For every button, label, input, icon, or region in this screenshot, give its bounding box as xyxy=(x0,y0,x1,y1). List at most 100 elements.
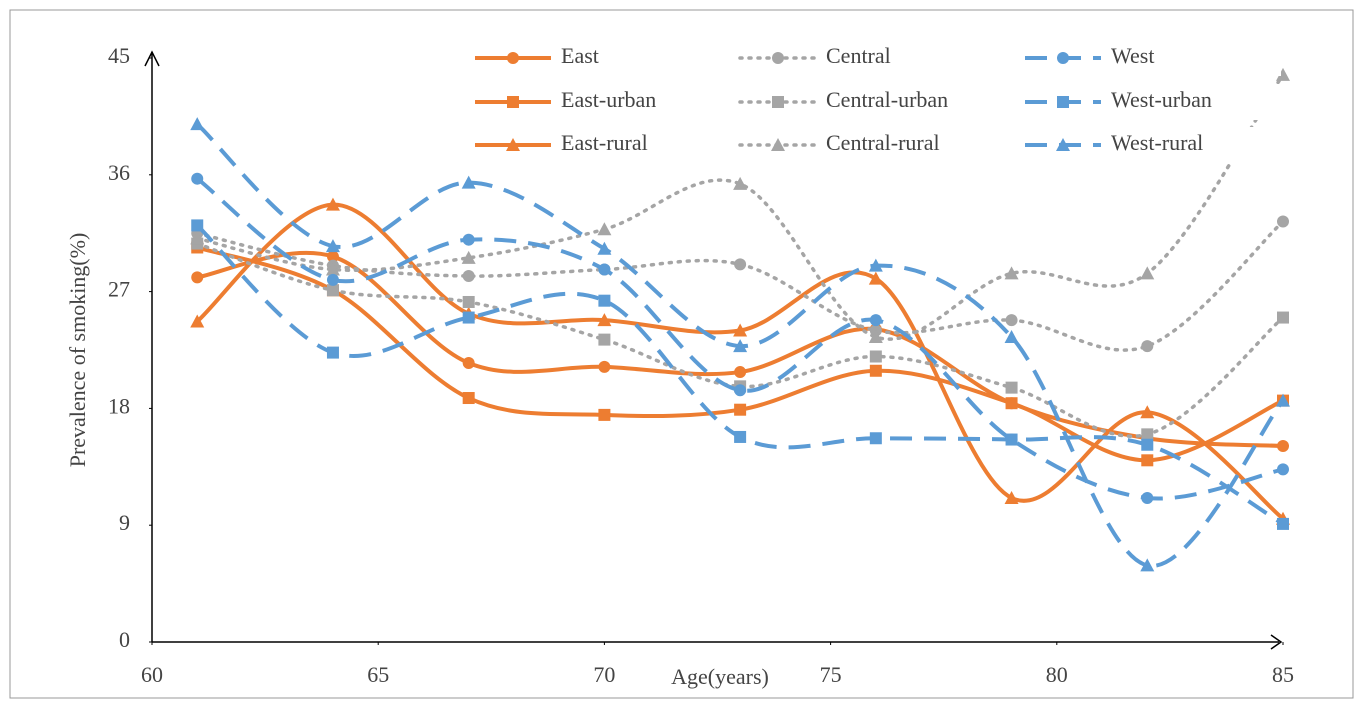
point xyxy=(190,231,205,245)
legend-marker xyxy=(772,52,784,64)
series-line xyxy=(195,73,1285,341)
point xyxy=(462,270,475,283)
point xyxy=(326,250,339,263)
point xyxy=(597,222,612,236)
legend-label: West xyxy=(1111,43,1154,68)
point xyxy=(869,350,882,363)
point xyxy=(191,172,204,185)
point xyxy=(190,314,205,328)
y-tick-label: 18 xyxy=(108,393,130,418)
point xyxy=(1276,393,1290,407)
legend-label: East-urban xyxy=(561,87,656,112)
point xyxy=(326,346,339,359)
legend-marker xyxy=(507,52,519,64)
legend-marker xyxy=(1057,96,1069,108)
point xyxy=(868,258,883,272)
point xyxy=(1004,266,1019,280)
point xyxy=(734,430,747,443)
x-tick-label: 65 xyxy=(367,662,389,687)
x-axis-title: Age(years) xyxy=(671,664,769,689)
legend-label: West-urban xyxy=(1111,87,1212,112)
point xyxy=(325,262,340,276)
point xyxy=(598,294,611,307)
point xyxy=(598,408,611,421)
x-tick-label: 85 xyxy=(1272,662,1294,687)
point xyxy=(190,117,205,131)
point xyxy=(1141,438,1154,451)
point xyxy=(1004,330,1019,344)
point xyxy=(1277,311,1289,324)
point xyxy=(1141,454,1154,467)
point xyxy=(868,330,883,344)
legend-label: Central xyxy=(826,43,891,68)
point xyxy=(597,241,612,255)
y-axis-title: Prevalence of smoking(%) xyxy=(65,233,90,468)
point xyxy=(1005,397,1018,410)
point xyxy=(734,384,747,397)
point xyxy=(598,333,611,346)
point xyxy=(1277,463,1289,476)
point xyxy=(326,284,339,297)
legend-label: West-rural xyxy=(1111,130,1203,155)
legend-marker xyxy=(772,96,784,108)
point xyxy=(597,313,612,327)
point xyxy=(734,366,747,379)
point xyxy=(868,271,883,285)
point xyxy=(1005,314,1018,327)
point xyxy=(869,314,882,327)
point xyxy=(869,432,882,445)
legend-label: East xyxy=(561,43,599,68)
point xyxy=(733,323,748,337)
point xyxy=(326,273,339,286)
point xyxy=(462,311,475,324)
y-tick-label: 36 xyxy=(108,160,130,185)
point xyxy=(1141,491,1154,504)
point xyxy=(598,263,611,276)
point xyxy=(1140,558,1155,572)
point xyxy=(734,403,747,416)
point xyxy=(733,176,748,190)
point xyxy=(1140,266,1155,280)
point xyxy=(325,239,340,253)
point xyxy=(1277,215,1289,228)
series-line xyxy=(196,177,1284,501)
point xyxy=(462,295,475,308)
series-line xyxy=(195,223,1285,526)
series-line xyxy=(195,241,1285,438)
legend-label: Central-rural xyxy=(826,130,940,155)
point xyxy=(1141,428,1154,441)
point xyxy=(1005,433,1018,446)
point xyxy=(462,392,475,405)
point xyxy=(325,197,340,211)
point xyxy=(1005,381,1018,394)
point xyxy=(1277,517,1289,530)
point xyxy=(462,356,475,369)
point xyxy=(1276,67,1290,81)
legend-marker xyxy=(1057,52,1069,64)
legend-marker xyxy=(506,138,520,151)
y-tick-label: 0 xyxy=(119,627,130,652)
point xyxy=(1141,340,1154,353)
legend-marker xyxy=(507,96,519,108)
point xyxy=(191,219,204,232)
point xyxy=(598,360,611,373)
point xyxy=(1004,490,1019,504)
legend-label: Central-urban xyxy=(826,87,948,112)
y-tick-label: 9 xyxy=(119,510,130,535)
x-tick-label: 60 xyxy=(141,662,163,687)
point xyxy=(733,339,748,353)
x-axis-arrow xyxy=(1270,634,1283,650)
point xyxy=(869,364,882,377)
frame xyxy=(9,9,1354,699)
point xyxy=(191,271,204,284)
x-tick-label: 80 xyxy=(1046,662,1068,687)
legend-marker xyxy=(1056,138,1070,151)
point xyxy=(462,233,475,246)
point xyxy=(1140,405,1155,419)
legend-label: East-rural xyxy=(561,130,648,155)
x-tick-label: 70 xyxy=(593,662,615,687)
legend-marker xyxy=(771,138,785,151)
point xyxy=(461,175,476,189)
x-tick-label: 75 xyxy=(820,662,842,687)
